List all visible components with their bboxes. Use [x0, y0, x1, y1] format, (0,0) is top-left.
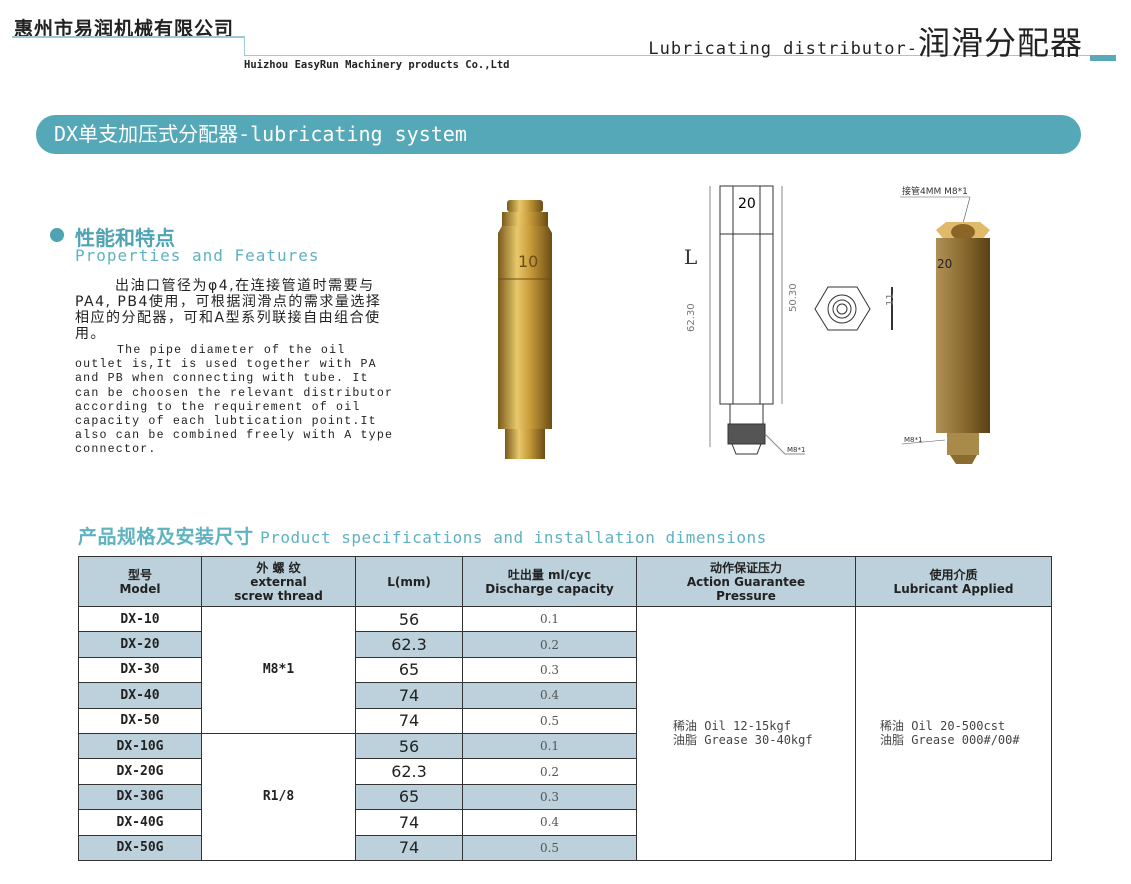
length-cell: 56 [355, 605, 463, 633]
dimension-body: 50.30 [788, 283, 799, 312]
table-row: DX-40 74 0.4 [78, 682, 1052, 709]
dimension-total: 62.30 [686, 303, 697, 332]
model-cell: DX-40G [78, 809, 202, 836]
divider [244, 55, 1116, 56]
discharge-cell: 0.5 [462, 834, 637, 861]
model-cell: DX-10 [78, 605, 202, 633]
features-desc-en: The pipe diameter of the oil outlet is,I… [75, 344, 394, 457]
length-cell: 62.3 [355, 631, 463, 658]
discharge-cell: 0.5 [462, 707, 637, 734]
discharge-cell: 0.1 [462, 732, 637, 760]
accent-block [1090, 55, 1116, 61]
discharge-cell: 0.2 [462, 758, 637, 785]
company-name-cn: 惠州市易润机械有限公司 [14, 18, 235, 40]
product-photo: 10 [498, 200, 552, 459]
table-row: DX-10 M8*1 56 0.1 稀油 Oil 12-15kgf 油脂 Grease 3… [78, 605, 1052, 861]
product-title: Lubricating distributor-润滑分配器 [648, 18, 1083, 64]
table-row: DX-20 62.3 0.2 [78, 631, 1052, 658]
dimension-hex: 11 [885, 293, 896, 306]
length-cell: 56 [355, 732, 463, 760]
technical-drawing: L 20 62.30 50.30 11 M8*1 [684, 185, 896, 455]
length-cell: 74 [355, 834, 463, 861]
render-marking: 20 [937, 257, 952, 271]
divider [244, 36, 245, 56]
discharge-cell: 0.4 [462, 682, 637, 709]
product-render: 接管4MM M8*1 20 M8*1 [900, 185, 990, 464]
model-cell: DX-10G [78, 732, 202, 760]
product-title-cn: 润滑分配器 [917, 24, 1083, 62]
render-thread-label: M8*1 [904, 436, 922, 444]
specs-title-en: Product specifications and installation … [260, 528, 767, 547]
product-title-en: Lubricating distributor- [648, 39, 918, 59]
render-top-label: 接管4MM M8*1 [902, 185, 968, 197]
length-cell: 62.3 [355, 758, 463, 785]
header-pressure: 动作保证压力 Action Guarantee Pressure [636, 556, 856, 607]
features-title-en: Properties and Features [75, 246, 320, 265]
model-cell: DX-50G [78, 834, 202, 861]
discharge-cell: 0.3 [462, 656, 637, 684]
header-lubricant: 使用介质 Lubricant Applied [855, 556, 1052, 607]
header-model: 型号 Model [78, 556, 202, 607]
table-header-row: 型号 Model 外 螺 纹 external screw thread L(mm) … [78, 556, 1052, 607]
thread-label: M8*1 [787, 446, 805, 454]
table-row: DX-50G 74 0.5 [78, 834, 1052, 861]
thread-cell: R1/8 [201, 732, 356, 861]
discharge-cell: 0.2 [462, 631, 637, 658]
table-row: DX-30 65 0.3 [78, 656, 1052, 684]
dimension-label-L: L [684, 245, 697, 269]
model-cell: DX-30 [78, 656, 202, 684]
table-row: DX-50 74 0.5 [78, 707, 1052, 734]
model-cell: DX-30G [78, 783, 202, 811]
model-cell: DX-40 [78, 682, 202, 709]
header-discharge: 吐出量 ml/cyc Discharge capacity [462, 556, 637, 607]
length-cell: 74 [355, 707, 463, 734]
divider [12, 36, 244, 38]
features-desc-cn: 出油口管径为φ4,在连接管道时需要与PA4, PB4使用，可根据润滑点的需求量选… [75, 278, 382, 342]
specs-title-cn: 产品规格及安装尺寸 [78, 526, 254, 548]
header-thread: 外 螺 纹 external screw thread [201, 556, 356, 607]
discharge-cell: 0.4 [462, 809, 637, 836]
features-title-cn: 性能和特点 [75, 226, 175, 250]
model-cell: DX-20 [78, 631, 202, 658]
section-banner: DX单支加压式分配器-lubricating system [36, 115, 1081, 154]
photo-marking: 10 [518, 252, 538, 271]
model-cell: DX-50 [78, 707, 202, 734]
pressure-cell: 稀油 Oil 12-15kgf 油脂 Grease 30-40kgf [636, 606, 856, 861]
company-name-en: Huizhou EasyRun Machinery products Co.,L… [244, 59, 510, 71]
specs-table: 型号 Model 外 螺 纹 external screw thread L(mm) … [78, 556, 1052, 861]
specs-title: 产品规格及安装尺寸 Product specifications and ins… [78, 522, 767, 549]
length-cell: 65 [355, 656, 463, 684]
lubricant-cell: 稀油 Oil 20-500cst 油脂 Grease 000#/00# [855, 606, 1052, 861]
bullet-icon [50, 228, 64, 242]
length-cell: 74 [355, 682, 463, 709]
length-cell: 74 [355, 809, 463, 836]
thread-cell: M8*1 [201, 606, 356, 734]
drawing-marking: 20 [738, 196, 756, 212]
length-cell: 65 [355, 783, 463, 811]
discharge-cell: 0.3 [462, 783, 637, 811]
discharge-cell: 0.1 [462, 605, 637, 633]
model-cell: DX-20G [78, 758, 202, 785]
table-row: DX-10G R1/8 56 0.1 [78, 732, 1052, 861]
header-length: L(mm) [355, 556, 463, 607]
